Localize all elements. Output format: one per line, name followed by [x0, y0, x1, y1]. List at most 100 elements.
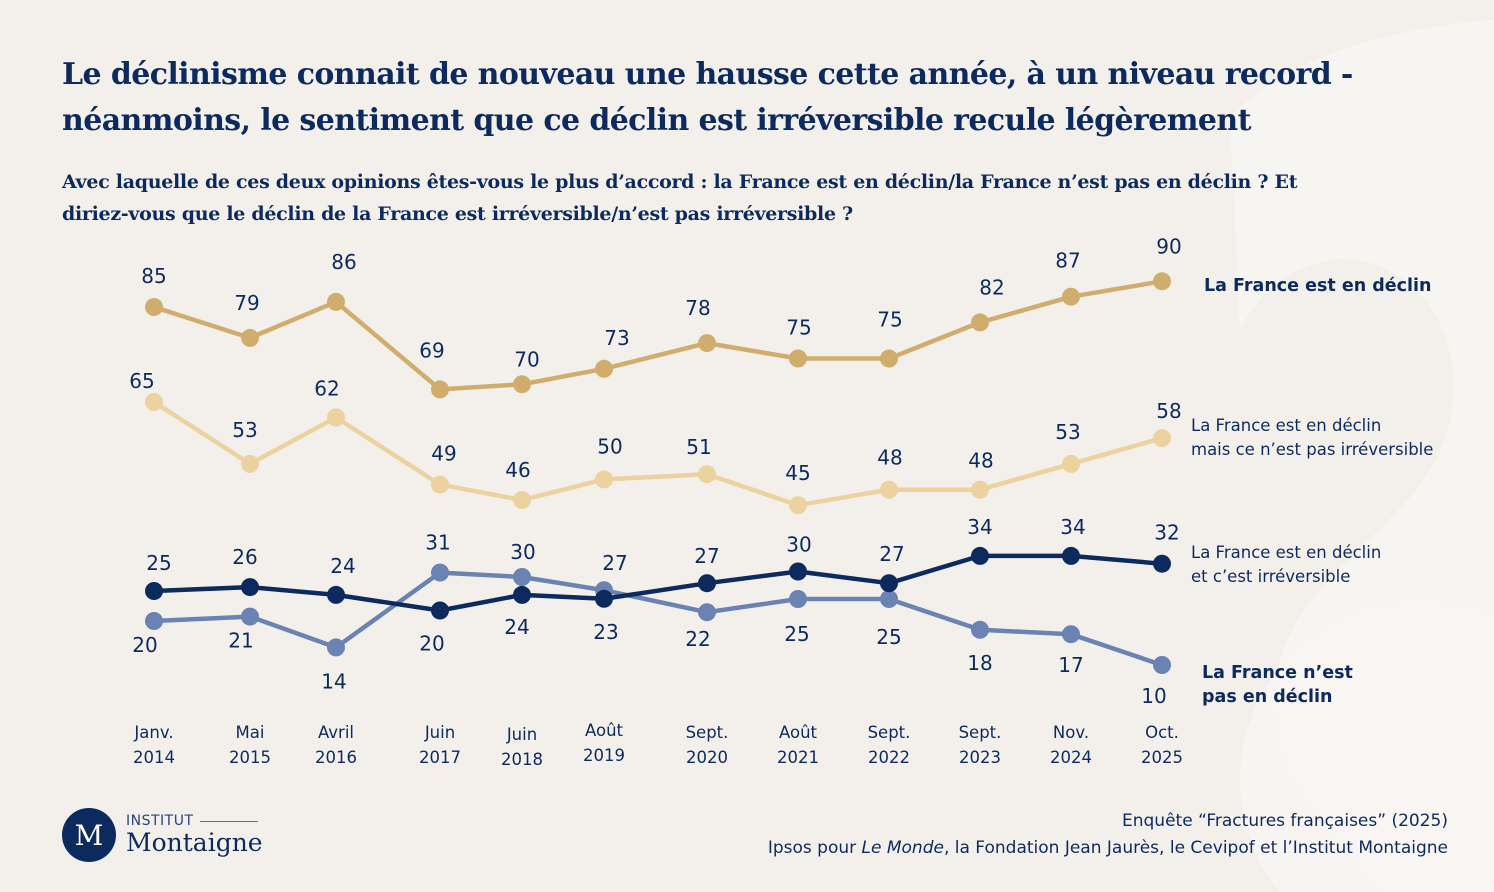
data-point-declin — [513, 375, 531, 394]
data-label-irreversible: 24 — [504, 615, 529, 639]
data-point-irreversible — [431, 601, 449, 620]
data-point-irreversible — [241, 578, 259, 597]
data-label-irreversible: 34 — [1060, 515, 1085, 539]
data-point-pas-irreversible — [513, 491, 531, 509]
data-point-pas-declin — [1062, 625, 1080, 644]
data-point-declin — [971, 313, 989, 332]
data-label-irreversible: 27 — [879, 542, 904, 566]
series-line-pas-declin — [153, 570, 1163, 668]
data-point-irreversible — [1153, 554, 1171, 573]
source-line-2: Ipsos pour Le Monde, la Fondation Jean J… — [767, 838, 1448, 858]
data-point-irreversible — [595, 589, 613, 608]
data-point-pas-declin — [789, 590, 807, 608]
series-line-irreversible — [153, 553, 1163, 613]
data-point-irreversible — [789, 562, 807, 581]
data-label-irreversible: 20 — [419, 632, 444, 656]
series-line-pas-irreversible — [152, 400, 1163, 508]
source-note: Enquête “Fractures françaises” (2025) Ip… — [768, 808, 1448, 862]
legend-pas-declin: La France n’est pas en déclin — [1202, 663, 1353, 707]
data-point-pas-irreversible — [789, 496, 807, 515]
x-tick-label-year: 2024 — [1050, 748, 1092, 767]
data-point-declin — [1153, 272, 1171, 291]
data-point-declin — [789, 349, 807, 368]
logo-institut: INSTITUT — [126, 813, 194, 829]
data-label-declin: 86 — [331, 250, 356, 274]
series-line-declin — [153, 279, 1163, 392]
data-point-pas-irreversible — [1153, 429, 1171, 448]
x-tick-label-year: 2018 — [501, 750, 543, 769]
data-label-pas-declin: 10 — [1141, 684, 1166, 708]
data-point-pas-irreversible — [698, 465, 716, 484]
data-label-pas-irreversible: 45 — [785, 461, 810, 485]
x-tick-label-month: Août — [779, 723, 818, 742]
data-label-pas-declin: 21 — [228, 629, 253, 653]
data-point-declin — [431, 380, 449, 399]
x-tick-label-month: Nov. — [1053, 723, 1089, 742]
data-point-declin — [1062, 287, 1080, 306]
source-line-1: Enquête “Fractures françaises” (2025) — [1122, 811, 1448, 831]
data-point-declin — [327, 292, 345, 311]
data-label-pas-irreversible: 50 — [597, 434, 622, 458]
x-tick-label-year: 2015 — [229, 748, 271, 767]
data-label-pas-declin: 14 — [321, 669, 346, 693]
data-point-irreversible — [513, 585, 531, 604]
data-label-pas-declin: 20 — [132, 633, 157, 657]
x-tick-label-month: Mai — [236, 723, 265, 742]
data-label-declin: 87 — [1055, 249, 1080, 273]
data-point-pas-declin — [880, 590, 898, 608]
x-tick-label-year: 2021 — [777, 748, 819, 767]
data-label-pas-declin: 17 — [1058, 653, 1083, 677]
x-tick-label-year: 2023 — [959, 748, 1001, 767]
x-tick-label-month: Juin — [424, 723, 455, 742]
data-label-irreversible: 30 — [786, 533, 811, 557]
data-label-irreversible: 24 — [330, 554, 355, 578]
data-label-irreversible: 32 — [1154, 521, 1179, 545]
data-label-declin: 90 — [1156, 234, 1181, 258]
data-label-pas-declin: 25 — [876, 625, 901, 649]
data-point-pas-irreversible — [880, 480, 898, 499]
x-tick-label-month: Sept. — [686, 723, 729, 742]
x-tick-label-year: 2016 — [315, 748, 357, 767]
data-point-declin — [145, 298, 163, 316]
series-pas-irreversible — [145, 393, 1171, 515]
data-point-declin — [880, 349, 898, 368]
data-label-pas-irreversible: 53 — [1055, 420, 1080, 444]
data-point-irreversible — [698, 574, 716, 593]
series-declin — [145, 272, 1171, 399]
data-point-pas-declin — [145, 612, 163, 630]
data-point-pas-irreversible — [327, 408, 345, 427]
series-irreversible — [145, 546, 1171, 620]
x-tick-label-year: 2025 — [1141, 748, 1183, 767]
data-point-pas-declin — [971, 620, 989, 639]
data-point-pas-declin — [698, 603, 716, 622]
data-label-pas-declin: 31 — [425, 531, 450, 555]
chart-subtitle: Avec laquelle de ces deux opinions êtes-… — [62, 171, 1298, 225]
chart-title: Le déclinisme connait de nouveau une hau… — [62, 57, 1353, 138]
x-tick-label-year: 2019 — [583, 746, 625, 765]
data-point-irreversible — [327, 585, 345, 604]
logo-rule — [199, 820, 258, 822]
data-label-pas-irreversible: 51 — [686, 435, 711, 459]
x-tick-label-year: 2014 — [133, 748, 175, 767]
data-label-pas-declin: 18 — [967, 651, 992, 675]
data-point-pas-irreversible — [595, 470, 613, 489]
data-label-irreversible: 26 — [232, 545, 257, 569]
data-label-pas-declin: 25 — [784, 622, 809, 646]
data-label-irreversible: 34 — [967, 515, 992, 539]
data-point-pas-irreversible — [971, 480, 989, 499]
data-label-declin: 75 — [877, 308, 902, 332]
data-label-declin: 75 — [786, 316, 811, 340]
data-label-declin: 70 — [514, 347, 539, 371]
data-point-pas-declin — [1153, 656, 1171, 674]
data-point-pas-declin — [241, 607, 259, 626]
data-label-declin: 78 — [685, 296, 710, 320]
data-label-declin: 79 — [234, 291, 259, 315]
data-point-irreversible — [971, 546, 989, 565]
x-tick-label-month: Août — [585, 721, 624, 740]
data-point-pas-irreversible — [431, 475, 449, 494]
x-tick-label-month: Oct. — [1145, 723, 1179, 742]
data-point-pas-irreversible — [1062, 454, 1080, 473]
data-label-pas-declin: 22 — [685, 627, 710, 651]
data-label-declin: 73 — [604, 326, 629, 350]
